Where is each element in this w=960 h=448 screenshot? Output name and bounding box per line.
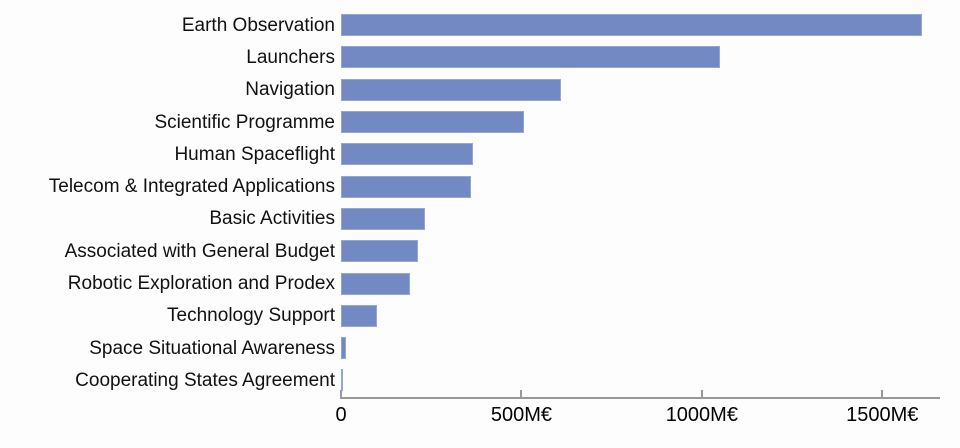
bar [341, 369, 343, 392]
category-label: Human Spaceflight [174, 143, 335, 165]
bar-track [341, 143, 940, 166]
category-label: Basic Activities [209, 208, 335, 230]
bar-track [341, 337, 940, 360]
bar-track [341, 46, 940, 69]
bar-row: Robotic Exploration and Prodex [0, 267, 940, 299]
bar [341, 175, 471, 198]
category-label: Earth Observation [181, 14, 335, 36]
axis-tick-label: 0 [335, 404, 347, 426]
bar-track [341, 369, 940, 392]
bar-row: Space Situational Awareness [0, 332, 940, 364]
bar [341, 46, 720, 69]
bar-row: Human Spaceflight [0, 138, 940, 170]
bar-rows: Earth Observation Launchers Navigation Scie… [0, 9, 940, 397]
category-label: Launchers [246, 46, 335, 68]
category-label: Cooperating States Agreement [75, 369, 335, 391]
bar [341, 78, 562, 101]
bar-track [341, 272, 940, 295]
x-axis: 0 500M€ 1000M€ 1500M€ [335, 390, 940, 426]
category-label: Scientific Programme [154, 111, 335, 133]
bar-row: Telecom & Integrated Applications [0, 170, 940, 202]
category-label: Space Situational Awareness [89, 337, 335, 359]
bar-row: Scientific Programme [0, 106, 940, 138]
axis-tick-label: 1000M€ [665, 404, 738, 426]
axis-tick [340, 390, 342, 399]
bar [341, 337, 347, 360]
axis-tick-label: 1500M€ [846, 404, 919, 426]
bar [341, 207, 426, 230]
bar [341, 14, 922, 37]
bar-row: Launchers [0, 41, 940, 73]
bar-row: Technology Support [0, 300, 940, 332]
bar-track [341, 14, 940, 37]
bar-row: Earth Observation [0, 9, 940, 41]
category-label: Robotic Exploration and Prodex [67, 273, 335, 295]
bar-row: Basic Activities [0, 203, 940, 235]
axis-tick-label: 500M€ [490, 404, 552, 426]
axis-tick [700, 390, 703, 399]
bar-row: Associated with General Budget [0, 235, 940, 267]
axis-tick [520, 390, 523, 399]
category-label: Associated with General Budget [64, 240, 335, 262]
bar [341, 143, 474, 166]
bar-row: Navigation [0, 74, 940, 106]
bar-track [341, 304, 940, 327]
category-label: Technology Support [167, 305, 335, 327]
bar-track [341, 78, 940, 101]
category-label: Navigation [245, 79, 335, 101]
axis-tick [881, 390, 884, 399]
bar-track [341, 240, 940, 263]
bar [341, 240, 418, 263]
bar [341, 111, 524, 134]
bar-track [341, 207, 940, 230]
bar-track [341, 175, 940, 198]
bar [341, 304, 378, 327]
bar-track [341, 111, 940, 134]
bar [341, 272, 410, 295]
category-label: Telecom & Integrated Applications [48, 176, 335, 198]
bar-row: Cooperating States Agreement [0, 364, 940, 396]
